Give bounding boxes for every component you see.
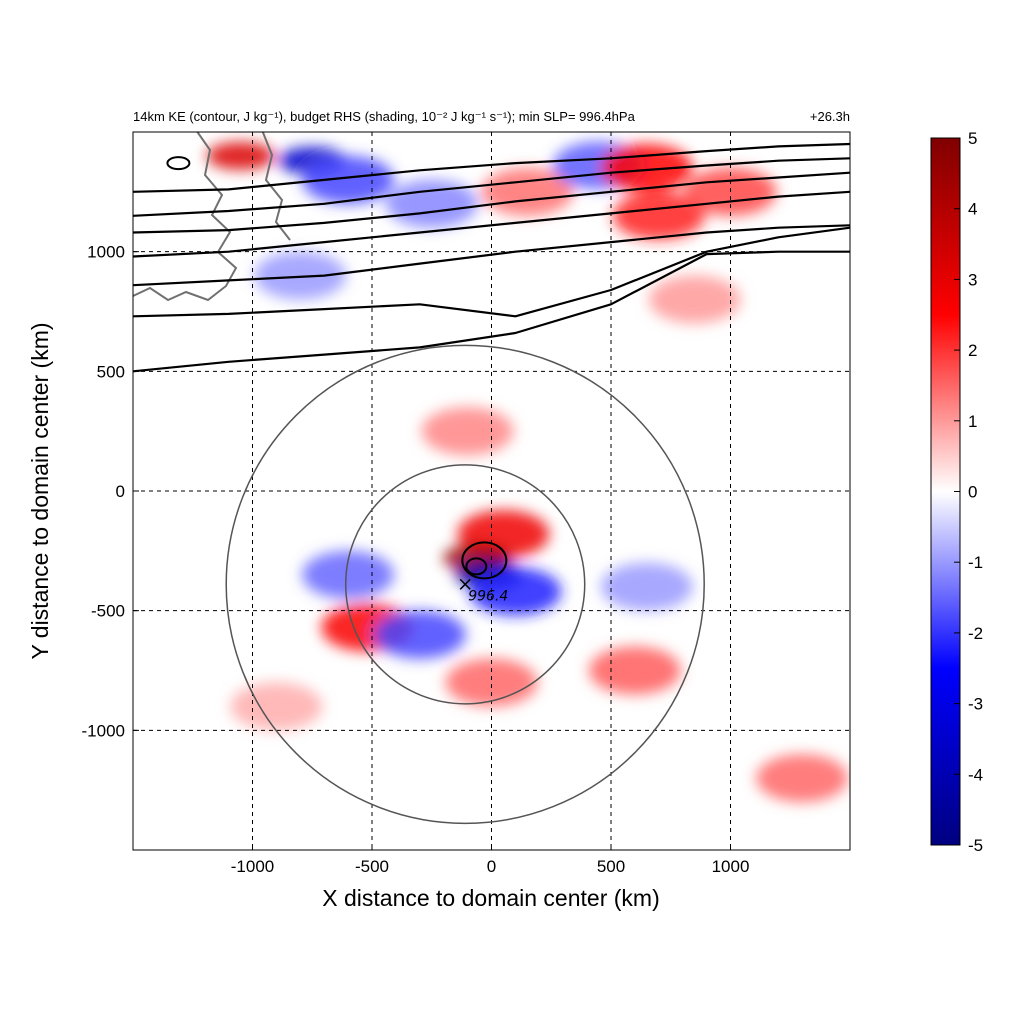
ke-contour-line xyxy=(133,250,850,373)
shading-feature xyxy=(756,754,849,803)
colorbar-tick-label: -4 xyxy=(968,765,983,784)
ke-contour-jet xyxy=(166,156,191,171)
range-ring xyxy=(225,344,705,825)
storm-center-x xyxy=(459,578,471,590)
colorbar-tick-label: -5 xyxy=(968,836,983,855)
shading-feature xyxy=(648,275,741,324)
coastline-path-east xyxy=(261,132,291,241)
colorbar-tick-label: -3 xyxy=(968,695,983,714)
ke-contours xyxy=(133,142,850,580)
shading-feature xyxy=(302,155,395,204)
shading-feature xyxy=(445,658,538,707)
colorbar-tick-label: 4 xyxy=(968,200,977,219)
x-tick-label: 500 xyxy=(597,857,625,876)
time-label: +26.3h xyxy=(810,109,850,124)
colorbar-tick-label: 1 xyxy=(968,412,977,431)
ke-contour-line xyxy=(133,190,850,258)
plot-background xyxy=(133,132,850,850)
ke-contour-line xyxy=(133,157,850,217)
ke-contour-line xyxy=(133,224,850,287)
shading-feature xyxy=(373,610,466,659)
colorbar-tick-label: 3 xyxy=(968,270,977,289)
x-axis-ticks: -1000 -500 0 500 1000 xyxy=(231,844,750,876)
colorbar-tick-label: 0 xyxy=(968,483,977,502)
shading-feature xyxy=(612,191,705,240)
plot-area: 996.4 xyxy=(132,131,851,851)
x-axis-label: X distance to domain center (km) xyxy=(322,885,659,911)
ke-contour-core-inner xyxy=(465,557,488,576)
shading-layer xyxy=(206,141,849,803)
ke-contour-core xyxy=(461,541,508,580)
x-tick-label: 1000 xyxy=(712,857,750,876)
shading-feature xyxy=(600,143,693,192)
shading-feature xyxy=(600,562,693,611)
shading-feature xyxy=(230,682,323,731)
colorbar-tick-label: -1 xyxy=(968,553,983,572)
y-tick-label: 0 xyxy=(116,482,125,501)
storm-marker: 996.4 xyxy=(459,578,508,604)
coastline xyxy=(133,132,291,302)
y-tick-label: -1000 xyxy=(82,721,125,740)
ke-contour-line xyxy=(133,171,850,234)
shading-feature xyxy=(206,141,275,170)
colorbar-tick-label: 2 xyxy=(968,341,977,360)
min-slp-label: 996.4 xyxy=(468,588,508,604)
shading-feature xyxy=(588,646,681,695)
y-tick-label: 1000 xyxy=(87,243,125,262)
y-tick-label: 500 xyxy=(97,362,125,381)
coastline-path-west xyxy=(133,132,238,302)
colorbar-tick-label: 5 xyxy=(968,129,977,148)
shading-feature xyxy=(302,550,395,599)
y-tick-label: -500 xyxy=(91,602,125,621)
x-tick-label: -500 xyxy=(355,857,389,876)
shading-feature xyxy=(469,567,562,616)
range-ring xyxy=(344,464,586,705)
y-axis-label: Y distance to domain center (km) xyxy=(27,322,53,659)
chart-title: 14km KE (contour, J kg⁻¹), budget RHS (s… xyxy=(133,109,636,124)
shading-feature xyxy=(421,407,514,456)
y-axis-ticks: -1000 -500 0 500 1000 xyxy=(82,243,139,740)
range-rings xyxy=(225,344,705,825)
shading-feature xyxy=(385,179,478,228)
colorbar-ticks: 5 4 3 2 1 0 -1 -2 -3 -4 -5 xyxy=(954,129,983,855)
x-tick-label: -1000 xyxy=(231,857,274,876)
colorbar: 5 4 3 2 1 0 -1 -2 -3 -4 -5 xyxy=(930,129,983,855)
ke-contour-line xyxy=(133,142,850,193)
colorbar-tick-label: -2 xyxy=(968,624,983,643)
x-tick-label: 0 xyxy=(487,857,496,876)
ke-contour-line xyxy=(133,226,850,318)
shading-feature xyxy=(254,251,347,300)
